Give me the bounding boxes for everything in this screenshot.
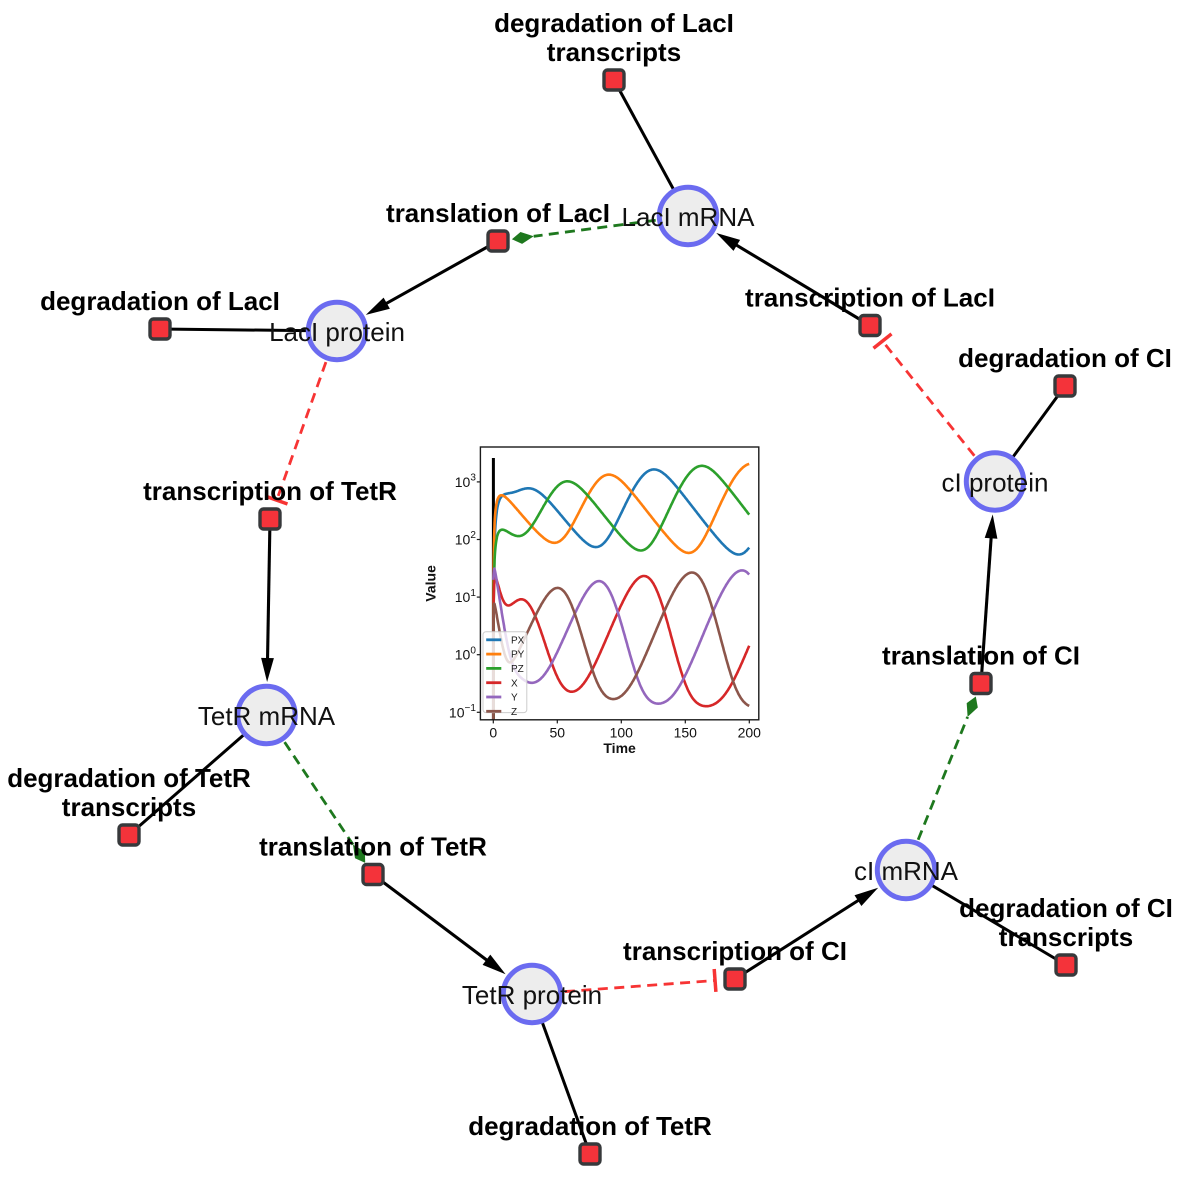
svg-text:transcription of LacI: transcription of LacI	[745, 283, 995, 313]
svg-text:150: 150	[674, 725, 698, 741]
svg-text:degradation of LacI: degradation of LacI	[494, 8, 734, 38]
svg-text:transcription of CI: transcription of CI	[623, 936, 847, 966]
svg-text:transcripts: transcripts	[547, 37, 681, 67]
svg-text:degradation of CI: degradation of CI	[959, 893, 1173, 923]
svg-text:degradation of TetR: degradation of TetR	[468, 1111, 712, 1141]
svg-text:100: 100	[610, 725, 634, 741]
svg-text:degradation of CI: degradation of CI	[958, 343, 1172, 373]
svg-text:Y: Y	[511, 693, 518, 704]
svg-text:translation of CI: translation of CI	[882, 641, 1080, 671]
svg-text:TetR protein: TetR protein	[462, 980, 602, 1010]
svg-text:PZ: PZ	[511, 664, 524, 675]
svg-text:translation of LacI: translation of LacI	[386, 198, 610, 228]
svg-text:Time: Time	[603, 740, 636, 756]
svg-text:Value: Value	[423, 565, 439, 602]
svg-text:degradation of LacI: degradation of LacI	[40, 286, 280, 316]
svg-text:degradation of TetR: degradation of TetR	[7, 763, 251, 793]
svg-text:transcripts: transcripts	[999, 922, 1133, 952]
svg-text:0: 0	[489, 725, 497, 741]
svg-text:PY: PY	[511, 650, 525, 661]
svg-text:cI mRNA: cI mRNA	[854, 856, 959, 886]
svg-text:LacI mRNA: LacI mRNA	[622, 202, 756, 232]
svg-text:50: 50	[550, 725, 566, 741]
svg-text:X: X	[511, 678, 518, 689]
svg-text:Z: Z	[511, 707, 517, 718]
svg-text:cI protein: cI protein	[942, 468, 1049, 498]
svg-text:translation of TetR: translation of TetR	[259, 832, 487, 862]
svg-text:transcripts: transcripts	[62, 792, 196, 822]
svg-text:TetR mRNA: TetR mRNA	[198, 701, 336, 731]
svg-text:PX: PX	[511, 635, 525, 646]
svg-text:LacI protein: LacI protein	[269, 317, 405, 347]
svg-text:transcription of TetR: transcription of TetR	[143, 476, 397, 506]
svg-text:200: 200	[738, 725, 762, 741]
